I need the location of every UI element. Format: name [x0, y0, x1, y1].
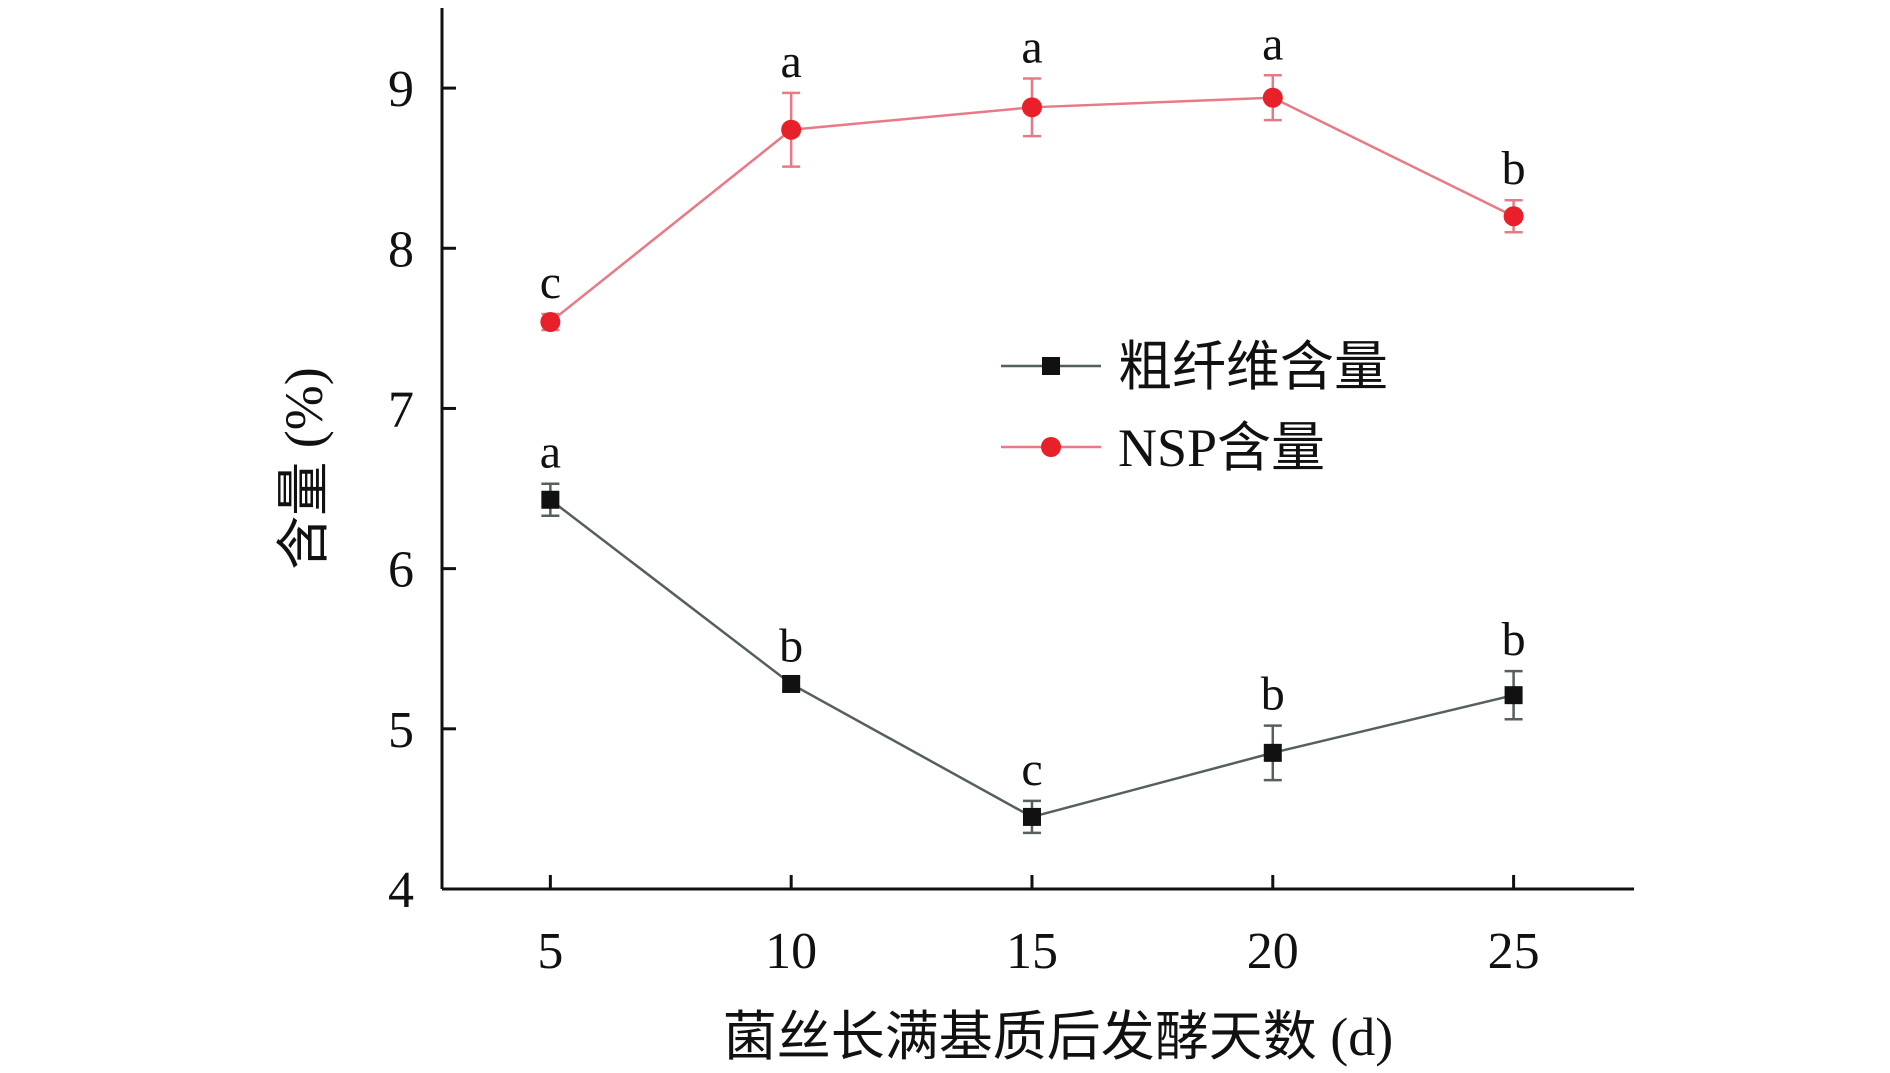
data-point: [1504, 686, 1523, 705]
x-ticks: 5 10 15 20 25: [537, 875, 1540, 980]
significance-label: a: [540, 426, 561, 479]
legend: 粗纤维含量 NSP含量: [1001, 337, 1388, 478]
data-point: [1021, 97, 1042, 118]
x-tick-label: 10: [765, 923, 817, 980]
data-point: [1262, 87, 1283, 108]
legend-marker-nsp: [1041, 437, 1061, 457]
y-tick-label: 7: [388, 381, 414, 438]
legend-label-nsp: NSP含量: [1118, 418, 1325, 478]
y-axis-label: 含量 (%): [274, 367, 334, 569]
y-tick-label: 9: [388, 61, 414, 118]
legend-marker-fiber: [1042, 357, 1060, 375]
x-tick-label: 5: [537, 923, 563, 980]
significance-label: b: [1502, 613, 1526, 666]
significance-label: b: [1261, 668, 1285, 721]
data-point: [781, 119, 802, 140]
y-ticks: 4 5 6 7 8 9: [388, 61, 456, 919]
x-tick-label: 20: [1247, 923, 1299, 980]
legend-label-fiber: 粗纤维含量: [1118, 337, 1388, 397]
data-point: [1263, 743, 1282, 762]
significance-label: b: [1502, 142, 1526, 195]
series-fiber: a b c b b: [540, 426, 1526, 835]
series-nsp: c a a a b: [540, 17, 1526, 332]
y-tick-label: 6: [388, 542, 414, 599]
significance-label: a: [781, 35, 802, 88]
y-tick-label: 4: [388, 862, 414, 919]
significance-label: a: [1021, 20, 1042, 73]
x-tick-label: 25: [1488, 923, 1540, 980]
x-axis-label: 菌丝长满基质后发酵天数 (d): [723, 1007, 1393, 1067]
significance-label: c: [1021, 743, 1042, 796]
data-point: [541, 490, 560, 509]
y-tick-label: 8: [388, 221, 414, 278]
data-point: [540, 311, 561, 332]
data-point: [1022, 807, 1041, 826]
data-point: [782, 674, 801, 693]
y-tick-label: 5: [388, 702, 414, 759]
axes: [440, 8, 1634, 891]
series-layer: a b c b b c a a a b: [540, 17, 1526, 835]
x-tick-label: 15: [1006, 923, 1058, 980]
significance-label: a: [1262, 17, 1283, 70]
significance-label: c: [540, 256, 561, 309]
data-point: [1503, 206, 1524, 227]
significance-label: b: [779, 620, 803, 673]
